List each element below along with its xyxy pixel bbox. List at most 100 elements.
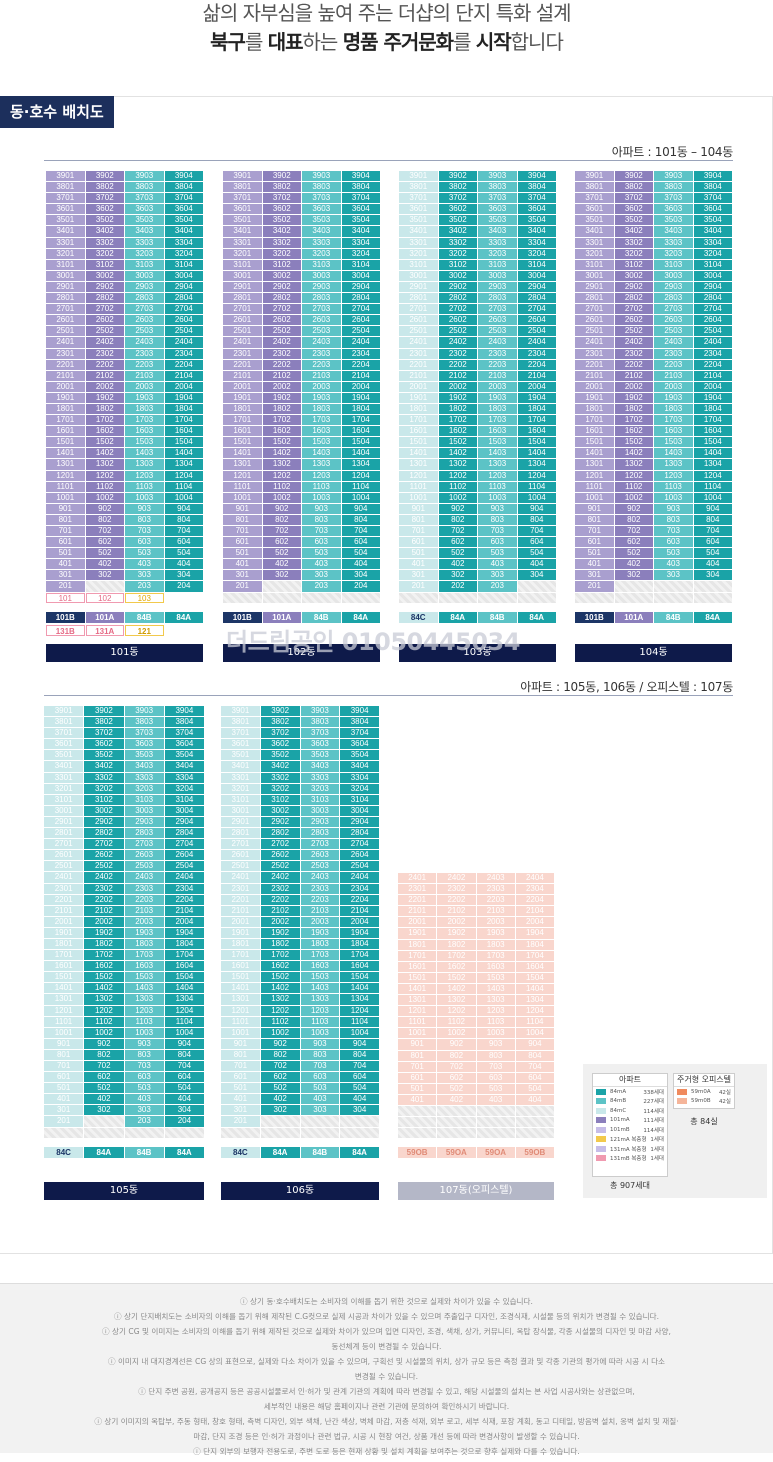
- unit-cell: 3304: [340, 772, 379, 783]
- unit-cell: 102: [85, 592, 124, 603]
- unit-cell: 702: [438, 526, 477, 537]
- legend-row: 59m0B 42실: [674, 1097, 734, 1107]
- unit-cell: 3602: [438, 204, 477, 215]
- unit-cell: 3602: [614, 204, 653, 215]
- header-line1: 삶의 자부심을 높여 주는 더샵의 단지 특화 설계: [202, 1, 571, 25]
- unit-cell: 401: [44, 1094, 84, 1105]
- unit-cell: 2402: [260, 872, 300, 883]
- unit-cell: 1403: [302, 448, 341, 459]
- unit-cell: 1801: [399, 403, 438, 415]
- unit-cell: 2204: [515, 895, 554, 906]
- unit-cell: 2401: [221, 872, 260, 883]
- unit-cell: 301: [399, 570, 438, 581]
- unit-cell: 3601: [399, 204, 438, 215]
- unit-cell: 3102: [262, 259, 301, 270]
- unit-cell: 1602: [85, 426, 124, 437]
- unit-cell: 2102: [438, 370, 477, 381]
- unit-cell: 1003: [125, 492, 164, 503]
- unit-cell: 2701: [399, 304, 438, 315]
- unit-cell: 704: [340, 1061, 379, 1072]
- unit-cell: 1903: [478, 392, 517, 403]
- unit-cell: 3104: [164, 794, 204, 805]
- unit-cell: 701: [399, 526, 438, 537]
- legend-label: 84mC: [610, 1107, 627, 1114]
- building-name-label: 106동: [221, 1182, 379, 1200]
- unit-cell: 2203: [302, 359, 341, 370]
- unit-cell: 3103: [125, 259, 164, 270]
- unit-cell: 3004: [340, 805, 379, 816]
- unit-cell: 1303: [302, 459, 341, 470]
- unit-cell: 3703: [302, 193, 341, 204]
- unit-cell: 1901: [575, 392, 614, 403]
- unit-cell: 2804: [517, 293, 556, 304]
- unit-cell: 703: [478, 526, 517, 537]
- unit-cell: 603: [478, 537, 517, 548]
- unit-cell: 3004: [693, 270, 732, 281]
- unit-cell: 3204: [517, 248, 556, 259]
- unit-cell: 1204: [693, 470, 732, 481]
- unit-cell: 1903: [125, 392, 164, 403]
- unit-cell: 1402: [260, 983, 300, 994]
- unit-cell: 2102: [84, 905, 124, 916]
- unit-cell: 1504: [164, 437, 203, 448]
- unit-cell: 3203: [124, 783, 164, 794]
- unit-cell: 2904: [340, 816, 379, 828]
- unit-cell: 403: [125, 559, 164, 570]
- unit-cell: 801: [221, 1049, 260, 1060]
- unit-cell: 3502: [85, 215, 124, 226]
- unit-cell: 2002: [84, 916, 124, 927]
- unit-cell: 704: [341, 526, 380, 537]
- unit-cell: 3604: [340, 739, 379, 750]
- unit-cell: 2403: [478, 337, 517, 348]
- unit-cell: 203: [302, 581, 341, 592]
- unit-type-label: 84A: [164, 611, 203, 623]
- unit-cell: 1104: [341, 481, 380, 492]
- unit-cell: 1101: [221, 1016, 260, 1027]
- unit-cell: 801: [575, 514, 614, 525]
- unit-cell: 2904: [341, 281, 380, 293]
- unit-cell: 1703: [476, 950, 515, 961]
- unit-cell: 3603: [654, 204, 693, 215]
- unit-cell: 1002: [262, 492, 301, 503]
- unit-cell: 2901: [221, 816, 260, 828]
- unit-cell: 1403: [476, 983, 515, 995]
- unit-cell: 403: [302, 559, 341, 570]
- unit-cell: 1804: [340, 938, 379, 950]
- unit-cell: 2703: [125, 304, 164, 315]
- unit-cell: 2503: [124, 861, 164, 872]
- unit-cell: 2402: [614, 337, 653, 348]
- unit-cell: 704: [693, 526, 732, 537]
- unit-cell: 2202: [85, 359, 124, 370]
- unit-cell: 2802: [614, 293, 653, 304]
- unit-cell: 2501: [221, 861, 260, 872]
- unit-cell: 502: [260, 1083, 300, 1094]
- unit-cell: 3001: [221, 805, 260, 816]
- unit-cell: 1704: [164, 950, 204, 961]
- unit-cell: 2504: [693, 326, 732, 337]
- unit-cell: 1001: [221, 1027, 260, 1038]
- unit-cell: 3701: [46, 193, 85, 204]
- unit-cell: 1304: [164, 459, 203, 470]
- unit-cell: 803: [654, 514, 693, 525]
- unit-cell: 1103: [124, 1016, 164, 1027]
- legend-count: 114세대: [643, 1108, 664, 1115]
- unit-cell: 1601: [399, 426, 438, 437]
- unit-cell: 2702: [438, 304, 477, 315]
- unit-cell: 2303: [125, 348, 164, 359]
- unit-cell: 2902: [84, 816, 124, 828]
- unit-cell: 1601: [398, 961, 437, 972]
- unit-cell: 3002: [262, 270, 301, 281]
- unit-cell: 3202: [438, 248, 477, 259]
- unit-cell: 2504: [340, 861, 379, 872]
- unit-cell: 3802: [262, 182, 301, 193]
- unit-cell: 3303: [124, 772, 164, 783]
- unit-cell: 2603: [478, 315, 517, 326]
- unit-cell: 2502: [438, 326, 477, 337]
- unit-cell: 1204: [164, 470, 203, 481]
- unit-cell: 1104: [164, 481, 203, 492]
- unit-cell: 3802: [84, 717, 124, 728]
- unit-cell: 402: [437, 1094, 476, 1105]
- unit-cell: 903: [302, 503, 341, 514]
- unit-type-label: 84A: [517, 611, 556, 623]
- unit-cell: 1404: [517, 448, 556, 459]
